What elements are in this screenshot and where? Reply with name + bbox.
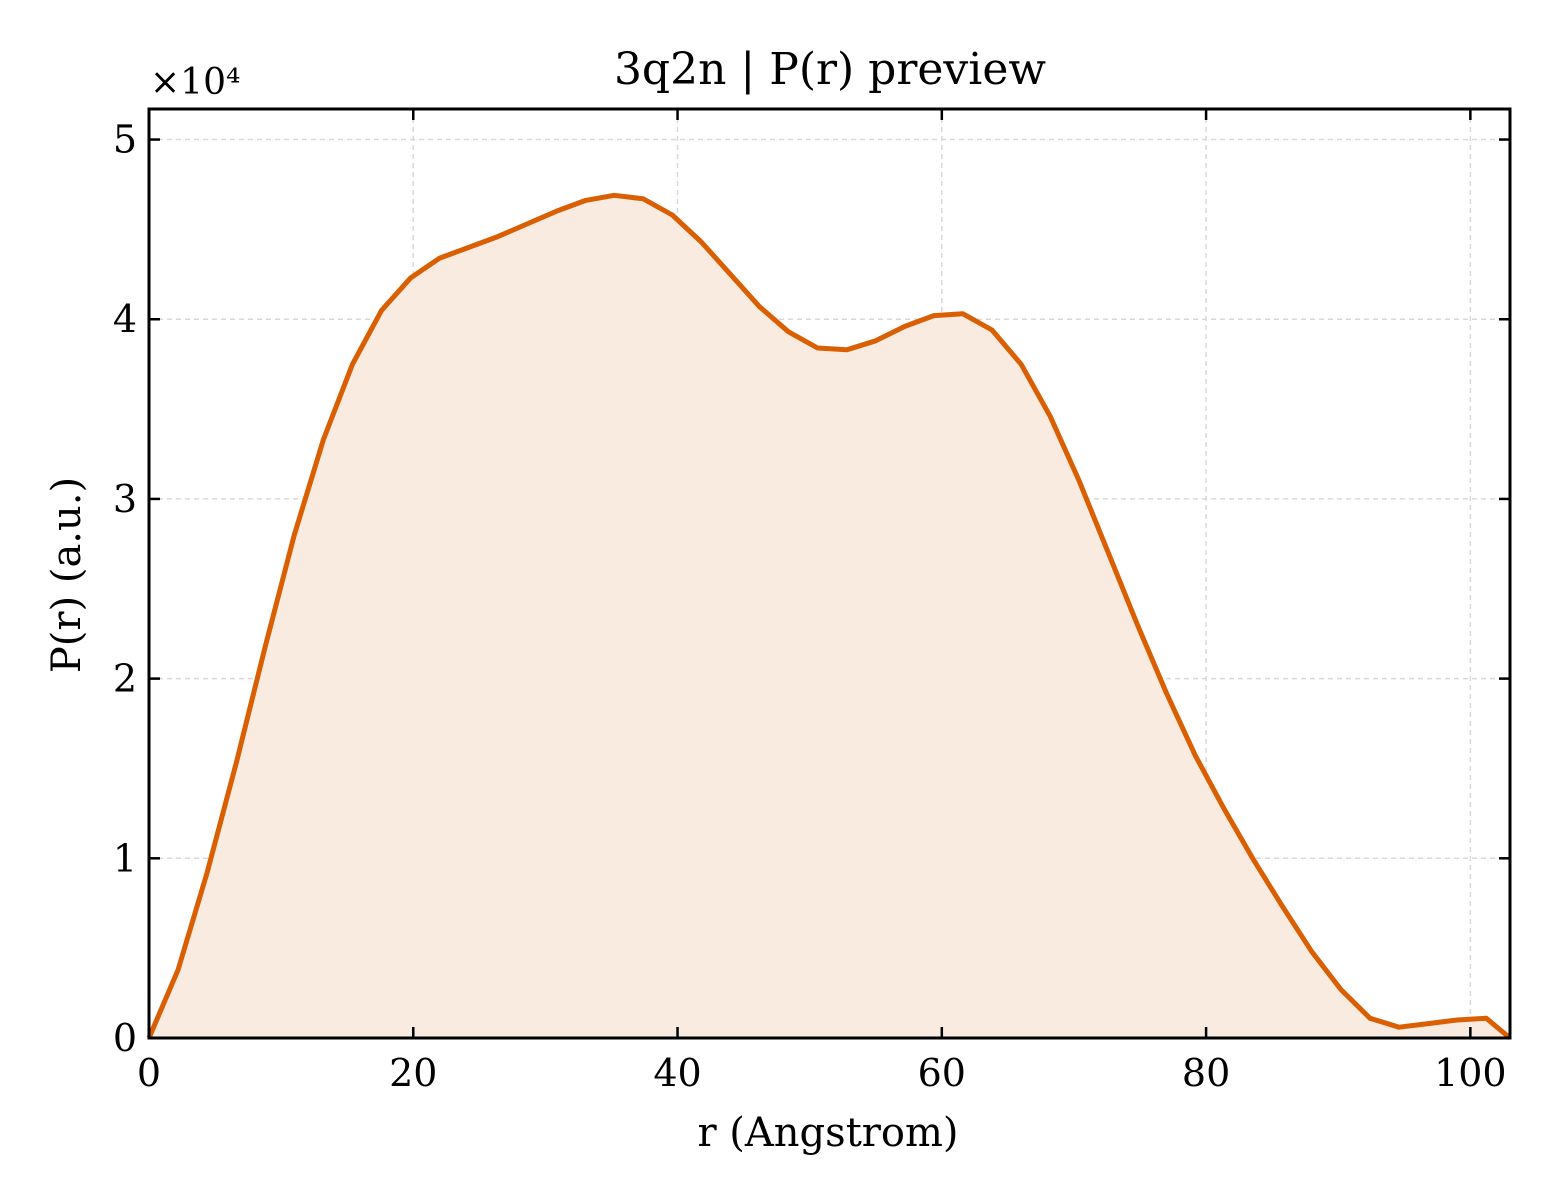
y-axis-multiplier: ×10⁴	[150, 62, 240, 103]
x-tick-label: 20	[389, 1051, 437, 1095]
x-tick-label: 40	[653, 1051, 701, 1095]
axis-ticks: 0 20 40 60 80 100 0 1 2 3 4 5	[113, 109, 1510, 1095]
x-tick-label: 100	[1434, 1051, 1507, 1095]
y-axis-label: P(r) (a.u.)	[44, 477, 90, 673]
y-tick-label: 1	[113, 836, 137, 880]
y-tick-label: 0	[113, 1016, 137, 1060]
chart-title: 3q2n | P(r) preview	[614, 44, 1046, 95]
plot-frame	[147, 107, 1512, 1040]
x-axis-label: r (Angstrom)	[697, 1110, 958, 1156]
y-tick-label: 3	[113, 477, 137, 521]
y-tick-label: 5	[113, 118, 137, 162]
y-tick-label: 4	[113, 297, 137, 341]
pr-area-fill	[149, 195, 1510, 1039]
y-tick-label: 2	[113, 657, 137, 701]
x-tick-label: 60	[918, 1051, 966, 1095]
x-tick-label: 0	[137, 1051, 161, 1095]
pr-series-line	[146, 192, 1512, 1040]
x-tick-label: 80	[1182, 1051, 1230, 1095]
